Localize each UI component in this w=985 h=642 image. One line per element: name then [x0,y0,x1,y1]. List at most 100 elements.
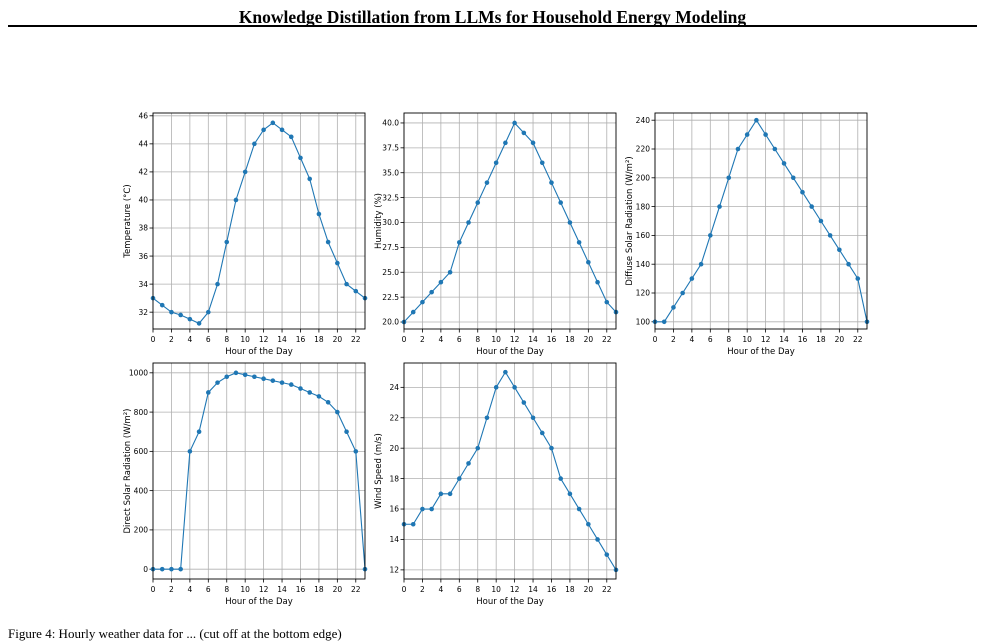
data-point [447,269,453,275]
data-point [169,309,174,315]
x-tick-label: 8 [726,335,731,344]
axes-frame [403,112,617,330]
y-tick-label: 32 [138,308,148,317]
x-tick-label: 20 [333,585,343,594]
data-point [558,476,563,481]
y-tick-label: 240 [636,116,651,125]
x-tick-label: 2 [420,585,425,594]
x-tick-label: 22 [602,335,612,344]
y-tick-label: 20.0 [382,318,399,327]
data-point [576,240,582,245]
data-point [242,169,248,175]
chart-panel-4: 0 2 4 6 8 10 12 14 16 18 20 22 0 200 400 600 800 1000 Hour… [123,362,368,607]
x-tick-label: 22 [853,335,863,344]
y-tick-label: 30.0 [382,218,399,227]
data-point [717,204,722,209]
data-point [279,380,285,385]
data-point [484,415,490,421]
data-point [576,506,582,512]
data-point [335,409,340,415]
data-point [420,506,425,512]
series-line [404,371,617,571]
data-point [512,385,517,390]
data-point [252,374,257,380]
data-point [726,175,732,181]
x-tick-label: 6 [206,335,211,344]
y-tick-label: 12 [389,566,399,575]
x-tick-label: 8 [475,335,480,344]
data-point [447,491,453,497]
x-tick-label: 2 [169,585,174,594]
header-rule [8,25,977,27]
y-axis-label: Temperature (°C) [123,184,133,258]
y-tick-label: 600 [134,447,149,456]
data-point [457,476,462,481]
data-point [429,289,434,295]
data-point [288,382,294,387]
data-point [187,449,193,454]
data-point [708,233,713,238]
y-tick-label: 40.0 [382,119,399,128]
data-point [493,385,499,390]
x-axis-label: Hour of the Day [225,597,293,607]
y-tick-label: 22.5 [382,293,399,302]
axes-frame [654,112,868,330]
x-axis-label: Hour of the Day [727,347,795,357]
data-point [325,399,331,405]
data-point [530,140,536,146]
data-point [809,204,814,209]
data-point [307,390,312,395]
y-tick-label: 800 [134,408,149,417]
data-point [586,521,591,527]
y-tick-label: 200 [134,526,149,535]
data-point [420,299,425,305]
series-line [153,372,366,570]
y-tick-label: 120 [636,289,651,298]
x-tick-label: 8 [224,585,229,594]
data-point [344,429,349,435]
data-point [169,566,174,572]
data-point [224,374,230,380]
figure-caption: Figure 4: Hourly weather data for ... (c… [8,626,342,641]
x-tick-label: 0 [151,335,156,344]
data-point [316,211,322,217]
y-tick-label: 180 [636,202,651,211]
x-tick-label: 10 [240,335,250,344]
data-point [735,146,741,152]
x-tick-label: 12 [259,335,269,344]
x-tick-label: 2 [169,335,174,344]
data-point [410,521,416,527]
x-tick-label: 2 [671,335,676,344]
y-tick-label: 25.0 [382,268,399,277]
x-tick-label: 20 [584,585,594,594]
paper-header-title: Knowledge Distillation from LLMs for Hou… [238,7,747,27]
x-tick-label: 22 [351,335,361,344]
y-axis-label: Humidity (%) [374,193,384,249]
x-tick-label: 22 [602,585,612,594]
chart-panel-3: 0 2 4 6 8 10 12 14 16 18 20 22 100 120 140 160 180 200 220… [625,112,870,357]
data-point [521,130,527,136]
x-axis-label: Hour of the Day [225,347,293,357]
series-line [655,119,868,323]
x-tick-label: 10 [491,335,501,344]
x-tick-label: 10 [240,585,250,594]
data-point [344,281,349,287]
data-point [604,299,610,305]
y-tick-label: 38 [138,224,148,233]
axes-frame [152,112,366,330]
data-point [790,175,796,181]
x-tick-label: 12 [259,585,269,594]
x-tick-label: 14 [528,335,538,344]
data-point [159,302,165,308]
data-point [270,120,276,126]
y-tick-label: 46 [138,112,148,121]
data-point [438,491,444,497]
x-tick-label: 14 [277,335,287,344]
data-point [438,279,444,285]
data-point [595,279,600,285]
x-tick-label: 10 [742,335,752,344]
chart-panel-1: 0 2 4 6 8 10 12 14 16 18 20 223234363840424446Hour … [123,112,368,357]
x-tick-label: 0 [402,585,407,594]
y-tick-label: 140 [636,260,651,269]
data-point [298,155,303,161]
